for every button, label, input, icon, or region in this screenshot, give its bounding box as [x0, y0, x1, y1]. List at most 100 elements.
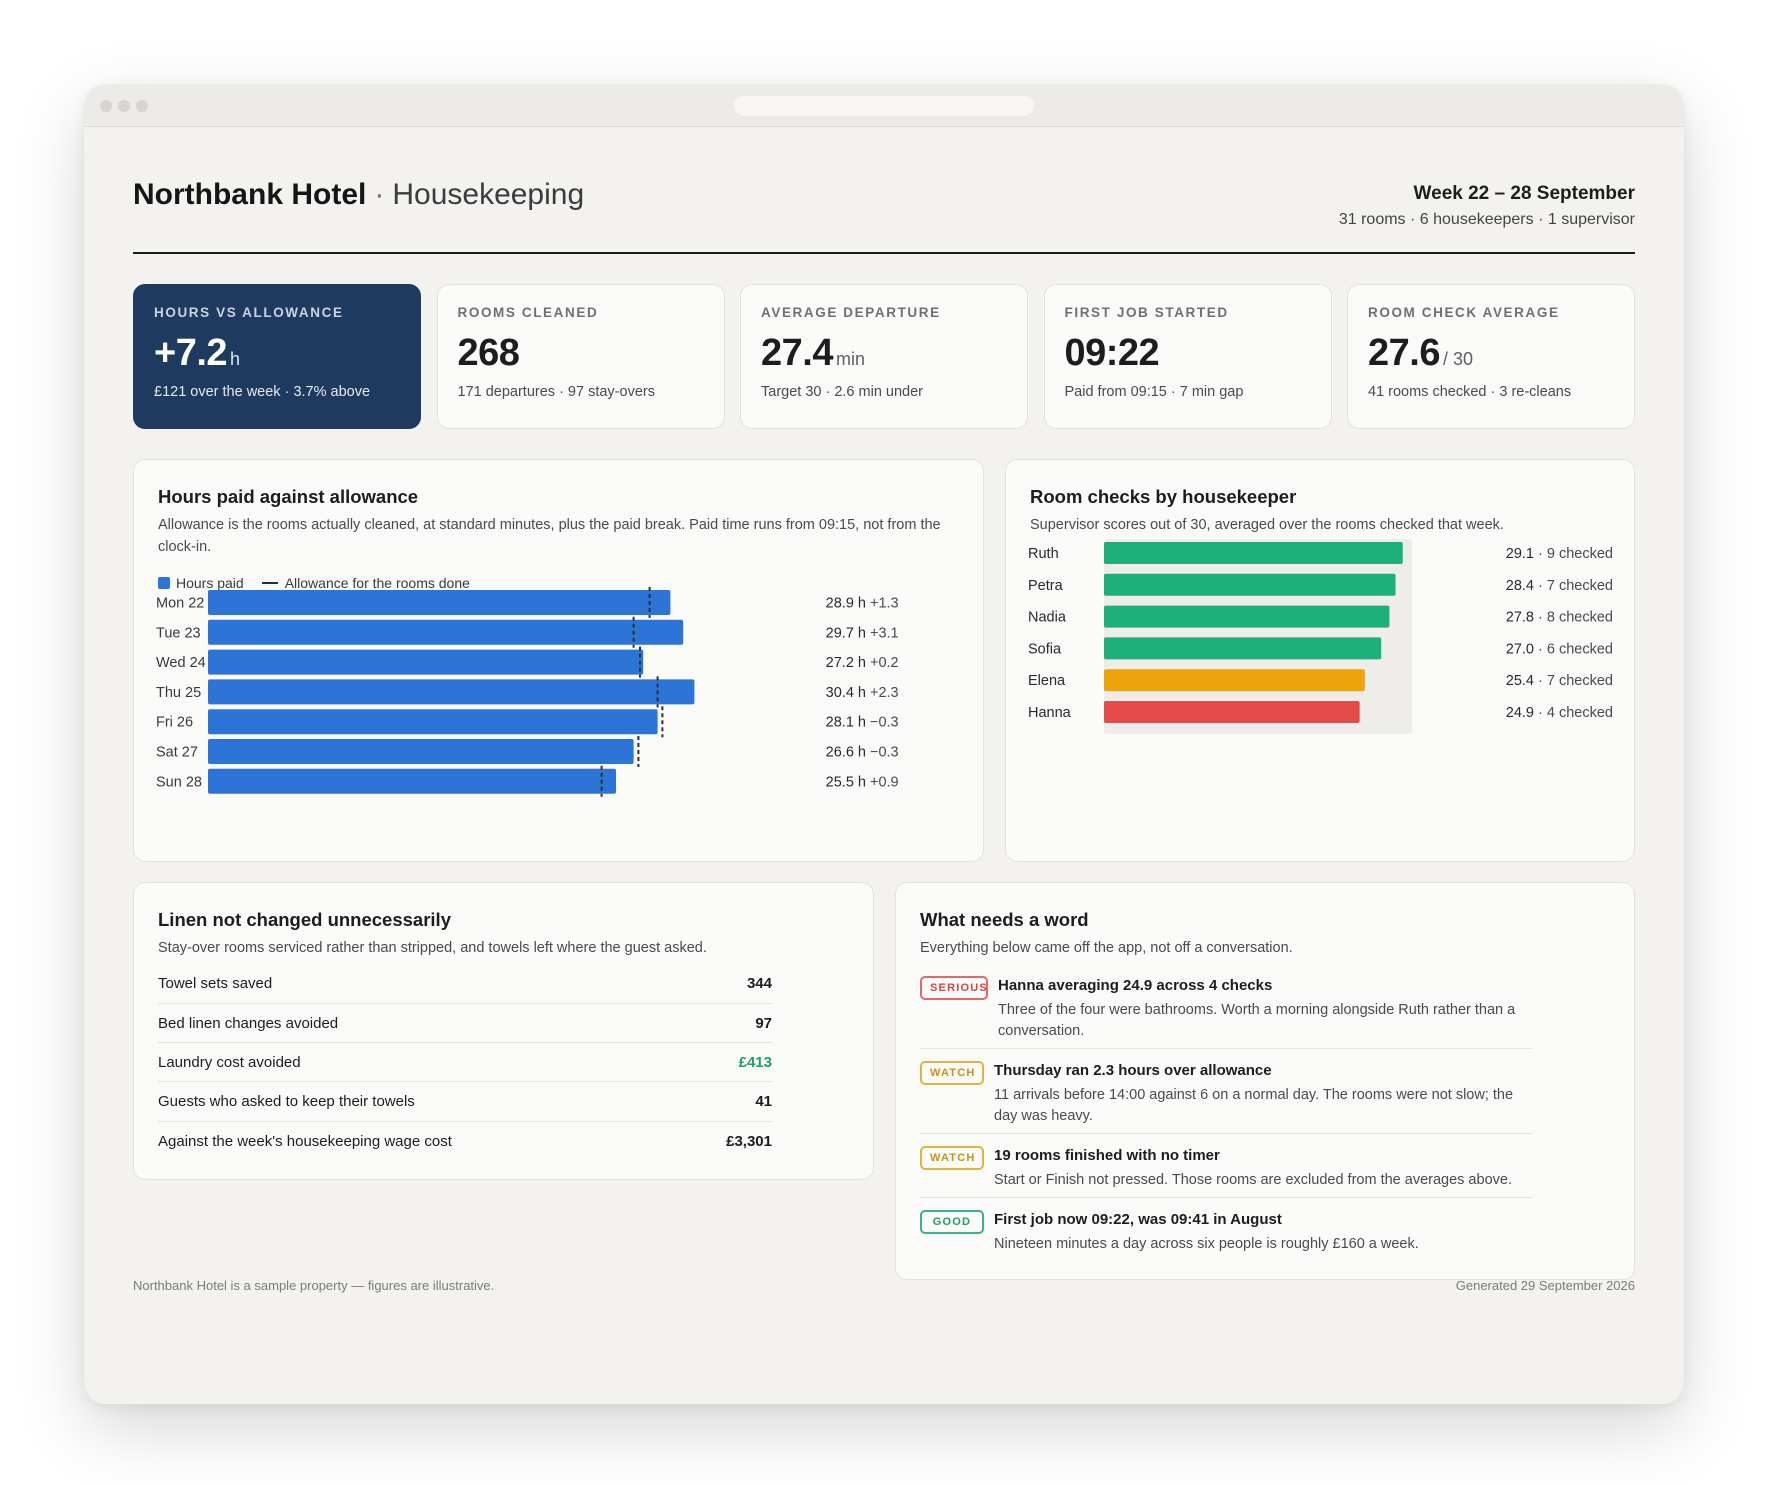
hours-paid-bar [208, 679, 695, 705]
hours-paid-bar [208, 739, 634, 764]
linen-row-value: 97 [755, 1014, 772, 1032]
room-check-count: · 7 checked [1534, 578, 1613, 594]
housekeeper-name: Petra [1028, 578, 1064, 594]
hours-paid-bar [208, 649, 644, 675]
linen-row-label: Laundry cost avoided [158, 1053, 301, 1071]
room-check-bar [1104, 637, 1382, 660]
browser-window: Northbank Hotel · Housekeeping Week 22 – 2… [84, 84, 1684, 1404]
linen-row-value: £413 [738, 1053, 772, 1071]
legend-label-paid: Hours paid [176, 575, 244, 591]
kpi-label: FIRST JOB STARTED [1064, 305, 1229, 320]
kpi-value: 09:22 [1064, 332, 1160, 374]
window-titlebar [84, 84, 1684, 127]
room-check-score-label: 29.1 · 9 checked [1506, 546, 1613, 562]
hours-category-label: Sat 27 [156, 745, 198, 761]
kpi-label: HOURS VS ALLOWANCE [154, 305, 344, 320]
hours-paid-bar [208, 768, 616, 794]
room-check-score: 27.8 [1506, 610, 1534, 626]
hours-category-label: Sun 28 [156, 774, 202, 790]
page-title: Northbank Hotel · Housekeeping [133, 177, 584, 213]
kpi-room-check-average: ROOM CHECK AVERAGE 27.6/ 30 41 rooms che… [1347, 284, 1635, 429]
hours-value-label: 26.6 h [826, 745, 866, 761]
staff-summary: 31 rooms · 6 housekeepers · 1 supervisor [1338, 211, 1635, 228]
kpi-unit: / 30 [1442, 349, 1473, 369]
kpi-first-job-started: FIRST JOB STARTED 09:22 Paid from 09:15 … [1043, 284, 1332, 429]
hours-value-label: 25.5 h [826, 774, 866, 790]
window-close-dot[interactable] [100, 100, 112, 112]
notes-panel: What needs a word Everything below came … [895, 882, 1635, 1280]
linen-row-value: 41 [755, 1092, 772, 1110]
room-checks-chart: Ruth 29.1 · 9 checked Petra 28.4 · 7 checke… [1028, 539, 1613, 734]
hours-paid-bar [208, 619, 684, 645]
room-check-score-label: 27.0 · 6 checked [1506, 641, 1613, 657]
room-check-count: · 8 checked [1534, 610, 1613, 626]
linen-row-label: Bed linen changes avoided [158, 1014, 339, 1032]
note-divider [920, 1133, 1532, 1134]
hours-diff-label: +3.1 [870, 625, 899, 641]
hours-value-label: 28.1 h [826, 715, 866, 731]
panel-description: Allowance is the rooms actually cleaned,… [158, 517, 941, 555]
hours-diff-label: −0.3 [870, 715, 899, 731]
linen-row-label: Against the week's housekeeping wage cos… [158, 1132, 452, 1150]
report-page: Northbank Hotel · Housekeeping Week 22 – 2… [133, 127, 1635, 1404]
hours-category-label: Tue 23 [156, 625, 201, 641]
note-title: First job now 09:22, was 09:41 in August [994, 1211, 1282, 1228]
room-check-bar [1104, 669, 1365, 692]
hours-diff-label: +0.2 [870, 655, 899, 671]
note-title: Hanna averaging 24.9 across 4 checks [998, 977, 1273, 994]
note-item: GOOD First job now 09:22, was 09:41 in A… [920, 1210, 1532, 1260]
room-check-score: 24.9 [1506, 705, 1534, 721]
kpi-subtext: 171 departures · 97 stay-overs [457, 384, 655, 400]
note-body: Start or Finish not pressed. Those rooms… [994, 1172, 1512, 1188]
linen-row-laundry-cost: Laundry cost avoided £413 [158, 1042, 772, 1082]
linen-row-label: Towel sets saved [158, 974, 273, 992]
note-body: 11 arrivals before 14:00 against 6 on a … [994, 1087, 1514, 1124]
room-check-score: 25.4 [1506, 673, 1534, 689]
room-check-bar [1104, 542, 1403, 564]
kpi-average-departure: AVERAGE DEPARTURE 27.4 min Target 30 · 2.… [740, 284, 1028, 429]
legend-label-allowance: Allowance for the rooms done [284, 575, 470, 591]
housekeeper-name: Elena [1028, 673, 1066, 689]
room-check-score-label: 28.4 · 7 checked [1506, 578, 1613, 594]
kpi-subtext: 41 rooms checked · 3 re-cleans [1368, 384, 1572, 400]
kpi-unit: h [230, 349, 241, 369]
kpi-value: 27.6 [1368, 332, 1440, 374]
linen-row-bed-linen: Bed linen changes avoided 97 [158, 1003, 772, 1043]
note-title: 19 rooms finished with no timer [994, 1147, 1220, 1164]
kpi-value: 27.4 [761, 332, 833, 374]
address-bar[interactable] [734, 96, 1034, 116]
room-check-score: 27.0 [1506, 641, 1534, 657]
hours-diff-label: −0.3 [870, 745, 899, 761]
hours-value-label: 28.9 h [826, 596, 866, 612]
kpi-subtext: Paid from 09:15 · 7 min gap [1064, 384, 1244, 400]
room-checks-panel: Room checks by housekeeper Supervisor sc… [1005, 459, 1635, 862]
linen-row-value: £3,301 [726, 1132, 772, 1150]
room-check-score-label: 24.9 · 4 checked [1506, 705, 1613, 721]
hours-diff-label: +0.9 [870, 774, 899, 790]
kpi-value: +7.2 [154, 332, 228, 374]
hours-chart: Mon 22 28.9 h +1.3 Tue 23 29.7 h +3.1 Wed 24 27… [156, 587, 899, 797]
room-check-count: · 4 checked [1534, 705, 1613, 721]
hotel-name: Northbank Hotel [133, 178, 367, 211]
legend-swatch-paid [158, 577, 170, 589]
severity-badge: GOOD [920, 1210, 984, 1234]
note-title: Thursday ran 2.3 hours over allowance [994, 1062, 1272, 1079]
note-item: SERIOUS Hanna averaging 24.9 across 4 ch… [920, 976, 1532, 1046]
panel-description: Everything below came off the app, not o… [920, 940, 1293, 956]
panel-description: Supervisor scores out of 30, averaged ov… [1030, 517, 1504, 533]
row-divider [158, 1121, 772, 1122]
kpi-label: ROOM CHECK AVERAGE [1368, 305, 1560, 320]
severity-badge: WATCH [920, 1146, 984, 1170]
row-divider [158, 1003, 772, 1004]
housekeeper-name: Sofia [1028, 641, 1062, 657]
kpi-unit: min [835, 349, 865, 369]
window-maximize-dot[interactable] [136, 100, 148, 112]
kpi-subtext: £121 over the week · 3.7% above [154, 384, 371, 400]
severity-badge: SERIOUS [920, 976, 988, 1000]
hours-paid-bar [208, 590, 671, 615]
window-minimize-dot[interactable] [118, 100, 130, 112]
panel-title: Linen not changed unnecessarily [158, 909, 451, 930]
room-check-bar [1104, 605, 1390, 628]
linen-panel: Linen not changed unnecessarily Stay-ove… [133, 882, 874, 1180]
footer-generated-date: Generated 29 September 2026 [1455, 1278, 1635, 1293]
